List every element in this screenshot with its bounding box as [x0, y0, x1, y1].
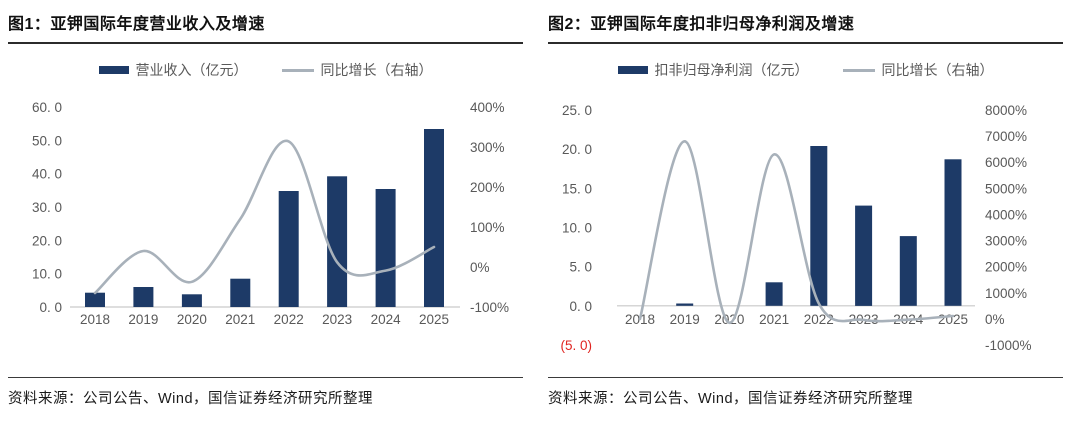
x-axis-tick: 2020	[714, 312, 744, 327]
right-axis-tick: 3000%	[985, 234, 1027, 249]
legend-label-revenue: 营业收入（亿元）	[135, 62, 248, 78]
figure-2-title: 图2：亚钾国际年度扣非归母净利润及增速	[548, 10, 1063, 44]
bar-2019	[133, 287, 154, 307]
bar-2022	[810, 146, 828, 306]
bar-2019	[676, 303, 694, 306]
figure-2-panel: 图2：亚钾国际年度扣非归母净利润及增速 扣非归母净利润（亿元） 同比增长（右轴）…	[548, 0, 1063, 421]
figure-1-source: 资料来源：公司公告、Wind，国信证券经济研究所整理	[8, 391, 374, 407]
x-axis-tick: 2018	[80, 312, 110, 327]
x-axis-tick: 2020	[177, 312, 207, 327]
left-axis-tick: 10. 0	[32, 267, 62, 282]
bar-2020	[181, 294, 202, 307]
left-axis-tick: 15. 0	[562, 181, 592, 196]
line-series-swatch-icon	[842, 68, 875, 72]
left-axis-tick: (5. 0)	[560, 338, 592, 353]
bar-2018	[85, 292, 105, 307]
bar-series-swatch-icon	[98, 66, 129, 74]
x-axis-tick: 2023	[322, 312, 352, 327]
legend-label-growth: 同比增长（右轴）	[881, 62, 994, 78]
left-axis-tick: 0. 0	[39, 300, 62, 315]
right-axis-tick: 1000%	[985, 286, 1027, 301]
growth-line	[93, 139, 436, 295]
right-axis-tick: 2000%	[985, 260, 1027, 275]
legend-item-profit: 扣非归母净利润（亿元）	[617, 60, 809, 80]
figure-1-title: 图1：亚钾国际年度营业收入及增速	[8, 10, 523, 44]
x-axis-tick: 2019	[670, 312, 700, 327]
bar-series-swatch-icon	[617, 66, 648, 74]
bar-2024	[375, 189, 396, 307]
left-axis-tick: 0. 0	[569, 299, 592, 314]
x-axis-tick: 2021	[759, 312, 789, 327]
figure-2-legend: 扣非归母净利润（亿元） 同比增长（右轴）	[548, 60, 1063, 80]
left-axis-tick: 5. 0	[569, 260, 592, 275]
figure-1-legend: 营业收入（亿元） 同比增长（右轴）	[8, 60, 523, 80]
right-axis-tick: 400%	[470, 100, 505, 115]
right-axis-tick: 200%	[470, 180, 505, 195]
right-axis-tick: -1000%	[985, 338, 1032, 353]
left-axis-tick: 30. 0	[32, 200, 62, 215]
x-axis-tick: 2025	[419, 312, 449, 327]
legend-label-growth: 同比增长（右轴）	[320, 62, 433, 78]
right-axis-tick: -100%	[470, 300, 509, 315]
x-axis-tick: 2019	[128, 312, 158, 327]
right-axis-tick: 0%	[470, 260, 490, 275]
x-axis-tick: 2025	[938, 312, 968, 327]
right-axis-tick: 4000%	[985, 207, 1027, 222]
bar-2023	[855, 205, 873, 306]
left-axis-tick: 40. 0	[32, 167, 62, 182]
right-axis-tick: 5000%	[985, 181, 1027, 196]
right-axis-tick: 100%	[470, 220, 505, 235]
bar-2021	[765, 282, 783, 306]
x-axis-tick: 2021	[225, 312, 255, 327]
right-axis-tick: 8000%	[985, 103, 1027, 118]
figure-1-footer-rule	[8, 377, 523, 378]
bar-2022	[278, 191, 299, 307]
left-axis-tick: 20. 0	[562, 142, 592, 157]
figure-1-panel: 图1：亚钾国际年度营业收入及增速 营业收入（亿元） 同比增长（右轴） 60. 0…	[8, 0, 523, 421]
x-axis-tick: 2022	[804, 312, 834, 327]
left-axis-tick: 25. 0	[562, 103, 592, 118]
growth-line	[638, 139, 955, 325]
bar-2024	[899, 236, 917, 306]
x-axis-tick: 2024	[371, 312, 402, 327]
figure-2-footer-rule	[548, 377, 1063, 378]
bar-2025	[944, 159, 962, 306]
right-axis-tick: 300%	[470, 140, 505, 155]
right-axis-tick: 6000%	[985, 155, 1027, 170]
bar-2021	[230, 278, 251, 307]
left-axis-tick: 50. 0	[32, 133, 62, 148]
bar-2023	[327, 176, 348, 307]
right-axis-tick: 7000%	[985, 129, 1027, 144]
figure-1-chart: 60. 0 50. 0 40. 0 30. 0 20. 0 10. 0 0. 0 400% 30…	[32, 100, 509, 327]
legend-label-profit: 扣非归母净利润（亿元）	[654, 62, 809, 78]
bar-2025	[424, 129, 444, 307]
x-axis-tick: 2022	[274, 312, 304, 327]
line-series-swatch-icon	[281, 68, 314, 72]
right-axis-tick: 0%	[985, 312, 1005, 327]
left-axis-tick: 20. 0	[32, 233, 62, 248]
left-axis-tick: 10. 0	[562, 221, 592, 236]
legend-item-revenue: 营业收入（亿元）	[98, 60, 248, 80]
legend-item-growth: 同比增长（右轴）	[281, 60, 433, 80]
left-axis-tick: 60. 0	[32, 100, 62, 115]
figure-2-chart: 25. 0 20. 0 15. 0 10. 0 5. 0 0. 0 (5. 0) 8000% 7…	[560, 103, 1032, 353]
figure-2-source: 资料来源：公司公告、Wind，国信证券经济研究所整理	[548, 391, 914, 407]
legend-item-growth: 同比增长（右轴）	[842, 60, 994, 80]
